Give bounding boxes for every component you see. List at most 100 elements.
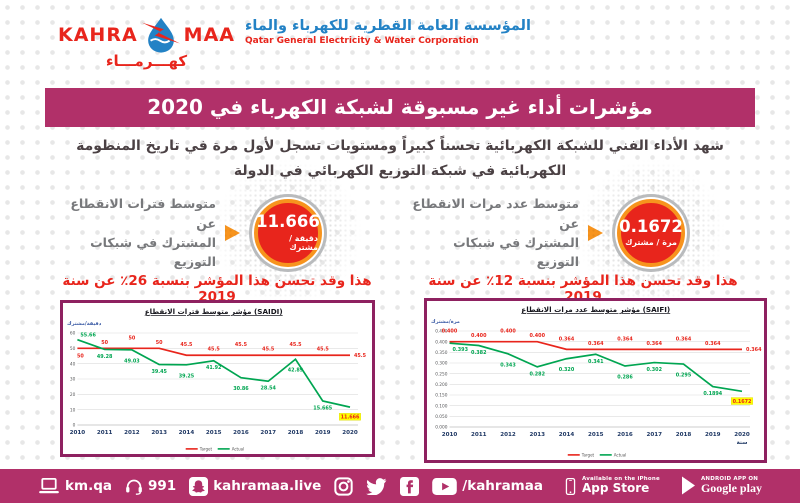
svg-text:0.320: 0.320	[559, 367, 575, 373]
svg-text:2018: 2018	[288, 430, 304, 436]
svg-text:50: 50	[77, 353, 84, 359]
svg-text:Target: Target	[199, 447, 213, 452]
svg-text:0.300: 0.300	[435, 361, 448, 367]
logo-text-kahra: KAHRA	[58, 24, 138, 46]
svg-text:0.400: 0.400	[530, 333, 546, 339]
saifi-value-badge: 0.1672 مرة / مشترك	[617, 199, 685, 267]
svg-text:45.5: 45.5	[289, 342, 302, 348]
youtube-item[interactable]: /kahramaa	[432, 477, 543, 495]
svg-text:45.5: 45.5	[262, 347, 275, 353]
header: KAHRA MAA كهـــرمـــاء المؤسسة العامة ال…	[0, 0, 800, 86]
saidi-improvement-text: هذا وقد تحسن هذا المؤشر بنسبة 26٪ عن سنة…	[62, 273, 372, 305]
svg-text:2015: 2015	[588, 432, 604, 438]
svg-text:30: 30	[70, 377, 76, 383]
svg-text:28.54: 28.54	[260, 386, 276, 392]
snapchat-icon	[189, 476, 209, 496]
indicator-saidi-label: متوسط فترات الانقطاع عن المشترك في شبكات…	[55, 194, 216, 272]
snapchat-item[interactable]: kahramaa.live	[189, 476, 322, 496]
phone-text: 991	[148, 478, 177, 494]
arrow-right-icon	[588, 225, 603, 241]
svg-text:0.364: 0.364	[676, 336, 692, 342]
svg-text:0.302: 0.302	[647, 367, 662, 373]
svg-text:2019: 2019	[705, 432, 721, 438]
svg-text:45.5: 45.5	[208, 347, 221, 353]
instagram-icon[interactable]	[334, 476, 353, 496]
org-name-arabic: المؤسسة العامة القطرية للكهرباء والماء	[245, 18, 531, 34]
logo-wordmark-arabic: كهـــرمـــاء	[105, 52, 188, 70]
svg-text:15.665: 15.665	[313, 405, 332, 411]
headset-icon	[125, 478, 143, 495]
indicator-saifi-label-line2: المشترك في شبكات التوزيع	[453, 235, 579, 270]
svg-text:مؤشر متوسط فترات الانقطاع (SAI: مؤشر متوسط فترات الانقطاع (SAIDI)	[145, 307, 283, 316]
phone-item[interactable]: 991	[125, 478, 176, 495]
svg-text:2018: 2018	[676, 432, 692, 438]
svg-text:49.03: 49.03	[124, 358, 140, 364]
svg-text:50: 50	[70, 346, 76, 352]
indicator-saidi-label-line2: المشترك في شبكات التوزيع	[90, 235, 216, 270]
intro-text: شهد الأداء الفني للشبكة الكهربائية تحسنا…	[40, 134, 760, 183]
svg-text:45.5: 45.5	[354, 353, 367, 359]
svg-text:50: 50	[156, 340, 163, 346]
twitter-icon[interactable]	[366, 477, 387, 495]
saidi-unit: دقيقة / مشترك	[289, 233, 318, 252]
indicator-saifi-label-line1: متوسط عدد مرات الانقطاع عن	[412, 196, 579, 231]
snapchat-text: kahramaa.live	[213, 478, 322, 494]
svg-text:60: 60	[70, 331, 76, 337]
svg-text:11.666: 11.666	[341, 415, 360, 421]
googleplay-badge[interactable]: ANDROID APP ON Google play	[681, 476, 762, 495]
svg-text:39.25: 39.25	[179, 373, 195, 379]
website-item[interactable]: km.qa	[38, 477, 112, 495]
indicator-saidi: متوسط فترات الانقطاع عن المشترك في شبكات…	[55, 158, 363, 308]
svg-text:0.350: 0.350	[435, 350, 448, 356]
svg-text:2013: 2013	[529, 432, 545, 438]
svg-text:2015: 2015	[206, 430, 222, 436]
svg-text:0.364: 0.364	[746, 347, 762, 353]
svg-text:39.45: 39.45	[151, 369, 167, 375]
svg-text:30.86: 30.86	[233, 386, 249, 392]
svg-text:0.200: 0.200	[435, 382, 448, 388]
svg-text:10: 10	[70, 407, 76, 413]
svg-text:0.050: 0.050	[435, 414, 448, 420]
svg-text:2017: 2017	[260, 430, 276, 436]
svg-text:55.66: 55.66	[80, 333, 96, 339]
svg-text:2020: 2020	[342, 430, 358, 436]
youtube-icon	[432, 477, 458, 495]
svg-text:مرة/مشترك: مرة/مشترك	[431, 319, 460, 325]
appstore-badge[interactable]: Available on the iPhone App Store	[564, 476, 660, 497]
svg-text:2013: 2013	[151, 430, 167, 436]
svg-text:2019: 2019	[315, 430, 331, 436]
intro-line-1: شهد الأداء الفني للشبكة الكهربائية تحسنا…	[76, 138, 724, 154]
svg-text:40: 40	[70, 361, 76, 367]
svg-text:2016: 2016	[617, 432, 633, 438]
svg-text:2020: 2020	[734, 432, 750, 438]
svg-text:0.382: 0.382	[471, 350, 486, 356]
org-name-english: Qatar General Electricity & Water Corpor…	[245, 36, 479, 46]
svg-text:0.1894: 0.1894	[703, 391, 722, 397]
svg-text:2011: 2011	[97, 430, 113, 436]
svg-text:0.400: 0.400	[500, 329, 516, 335]
facebook-icon[interactable]	[400, 476, 420, 496]
svg-text:2014: 2014	[559, 432, 575, 438]
website-text: km.qa	[65, 478, 112, 494]
laptop-icon	[38, 477, 60, 495]
svg-text:0.364: 0.364	[559, 336, 575, 342]
footer: km.qa 991 kahramaa.live	[0, 469, 800, 503]
svg-text:0.000: 0.000	[435, 425, 448, 431]
svg-text:2010: 2010	[442, 432, 458, 438]
svg-text:0.364: 0.364	[705, 341, 721, 347]
intro-line-2: الكهربائية في شبكة التوزيع الكهربائي في …	[233, 162, 567, 179]
svg-text:Actual: Actual	[614, 453, 627, 458]
svg-text:45.5: 45.5	[317, 347, 330, 353]
svg-text:2014: 2014	[179, 430, 195, 436]
page-title: مؤشرات أداء غير مسبوقة لشبكة الكهرباء في…	[45, 88, 755, 127]
logo-text-maa: MAA	[183, 24, 235, 46]
svg-text:0.400: 0.400	[471, 333, 487, 339]
googleplay-label: Google play	[700, 481, 762, 496]
appstore-tagline: Available on the iPhone	[581, 476, 660, 483]
svg-text:0.1672: 0.1672	[733, 399, 752, 405]
svg-text:0.295: 0.295	[676, 373, 692, 379]
indicator-saifi-badge: 0.1672 مرة / مشترك	[576, 158, 726, 308]
svg-text:0.400: 0.400	[442, 329, 458, 335]
